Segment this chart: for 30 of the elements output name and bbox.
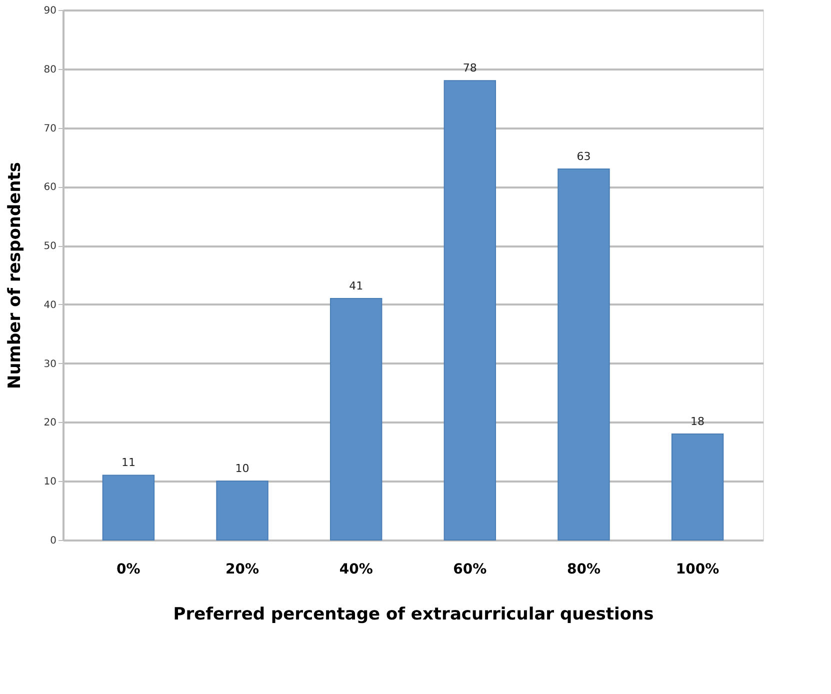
y-axis-title: Number of respondents (4, 162, 25, 390)
y-tick-label: 50 (44, 241, 56, 252)
bar (558, 168, 610, 540)
y-tick-label: 70 (44, 123, 56, 134)
bar (216, 480, 268, 540)
data-label: 11 (121, 456, 136, 470)
y-tick-label: 30 (44, 358, 56, 370)
bar (444, 80, 496, 540)
x-tick-label: 60% (453, 562, 487, 578)
x-axis-title: Preferred percentage of extracurricular questions (173, 604, 654, 624)
x-tick-label: 100% (676, 562, 720, 578)
y-tick-label: 20 (44, 418, 56, 429)
x-tick-label: 80% (566, 562, 600, 578)
x-tick-label: 20% (226, 562, 260, 578)
y-tick-label: 60 (44, 182, 56, 194)
bar (330, 298, 382, 540)
x-tick-label: 0% (116, 562, 140, 578)
y-tick-label: 0 (50, 536, 56, 546)
data-label: 41 (349, 280, 364, 293)
data-label: 63 (576, 150, 591, 163)
data-label: 10 (235, 462, 250, 476)
bar (102, 474, 155, 540)
x-tick-label: 40% (339, 562, 373, 578)
y-tick-label: 80 (44, 64, 56, 76)
data-label: 18 (690, 415, 705, 428)
y-tick-label: 90 (44, 6, 56, 16)
y-tick-label: 10 (44, 476, 56, 488)
y-tick-label: 40 (44, 300, 56, 311)
data-label: 78 (462, 62, 477, 75)
bar (671, 434, 724, 540)
